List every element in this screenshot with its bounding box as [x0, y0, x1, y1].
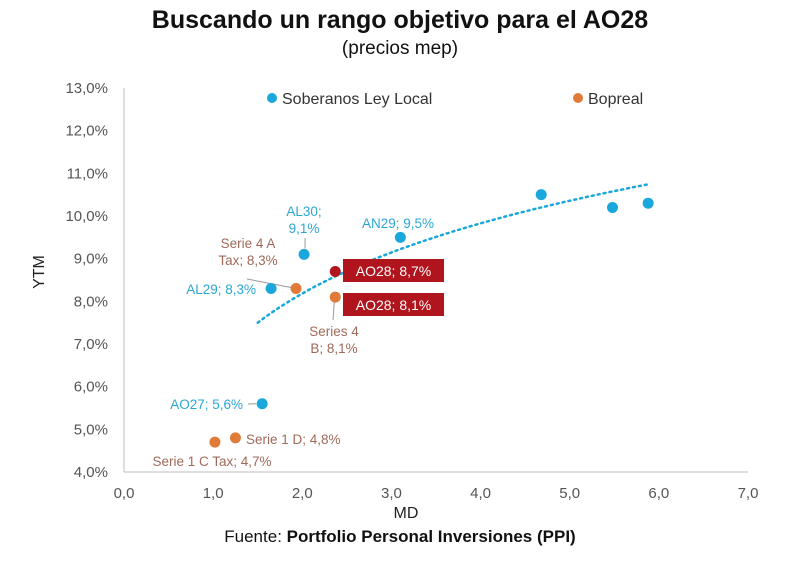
chart-title: Buscando un rango objetivo para el AO28 — [151, 6, 649, 34]
data-point-soberanos — [265, 283, 277, 295]
source-name: Portfolio Personal Inversiones (PPI) — [286, 527, 576, 546]
y-tick-label: 5,0% — [74, 421, 108, 438]
y-tick-label: 8,0% — [74, 293, 108, 310]
data-point-bopreal — [209, 436, 221, 448]
x-tick-label: 6,0 — [648, 485, 669, 502]
y-tick-label: 10,0% — [65, 208, 108, 225]
legend-marker-bopreal — [573, 93, 583, 103]
y-tick-label: 12,0% — [65, 123, 108, 140]
x-tick-label: 2,0 — [292, 485, 313, 502]
chart-subtitle: (precios mep) — [341, 38, 459, 59]
point-label-serie-1c: Serie 1 C Tax; 4,7% — [152, 454, 271, 469]
x-tick-label: 4,0 — [470, 485, 491, 502]
source-prefix: Fuente: — [224, 527, 287, 546]
data-point-soberanos — [607, 201, 619, 213]
y-tick-label: 13,0% — [65, 80, 108, 97]
x-tick-label: 5,0 — [559, 485, 580, 502]
data-point-bopreal — [329, 291, 341, 303]
y-tick-label: 7,0% — [74, 336, 108, 353]
point-label-serie-4a: Serie 4 A Tax; 8,3% — [218, 236, 277, 268]
point-label-al30: AL30; 9,1% — [286, 204, 321, 236]
ao28-label-box-high — [343, 259, 444, 282]
data-point-bopreal — [290, 283, 302, 295]
point-label-series-4b: Series 4 B; 8,1% — [309, 324, 359, 356]
y-tick-label: 11,0% — [67, 165, 108, 182]
point-label-serie-1d: Serie 1 D; 4,8% — [246, 432, 341, 447]
y-axis-label: YTM — [31, 255, 48, 289]
data-point-soberanos — [535, 189, 547, 201]
data-point-bopreal — [229, 432, 241, 444]
x-tick-label: 1,0 — [203, 485, 224, 502]
leader-line-series-4b — [332, 302, 335, 321]
data-point-ao28 — [329, 265, 341, 277]
source-note: Fuente: Portfolio Personal Inversiones (… — [0, 527, 800, 547]
data-point-soberanos — [642, 197, 654, 209]
data-point-soberanos — [394, 231, 406, 243]
y-tick-label: 9,0% — [74, 251, 108, 268]
data-point-soberanos — [298, 248, 310, 260]
point-label-ao28-high: AO28; 8,7% — [356, 263, 432, 279]
legend-label-soberanos: Soberanos Ley Local — [282, 91, 432, 108]
point-label-an29: AN29; 9,5% — [362, 216, 434, 231]
leader-line-serie-4a — [246, 278, 292, 289]
legend-label-bopreal: Bopreal — [588, 91, 643, 108]
point-label-al29: AL29; 8,3% — [186, 282, 256, 297]
data-point-soberanos — [256, 398, 268, 410]
trendline — [256, 182, 652, 324]
x-axis-label: MD — [394, 505, 419, 522]
x-tick-label: 3,0 — [381, 485, 402, 502]
y-tick-label: 6,0% — [74, 379, 108, 396]
ao28-label-box-low — [343, 293, 444, 316]
y-tick-label: 4,0% — [74, 464, 108, 481]
point-label-ao28-low: AO28; 8,1% — [356, 297, 432, 313]
legend-marker-soberanos — [267, 93, 277, 103]
point-label-ao27: AO27; 5,6% — [170, 397, 243, 412]
x-tick-label: 0,0 — [114, 485, 135, 502]
x-tick-label: 7,0 — [738, 485, 759, 502]
